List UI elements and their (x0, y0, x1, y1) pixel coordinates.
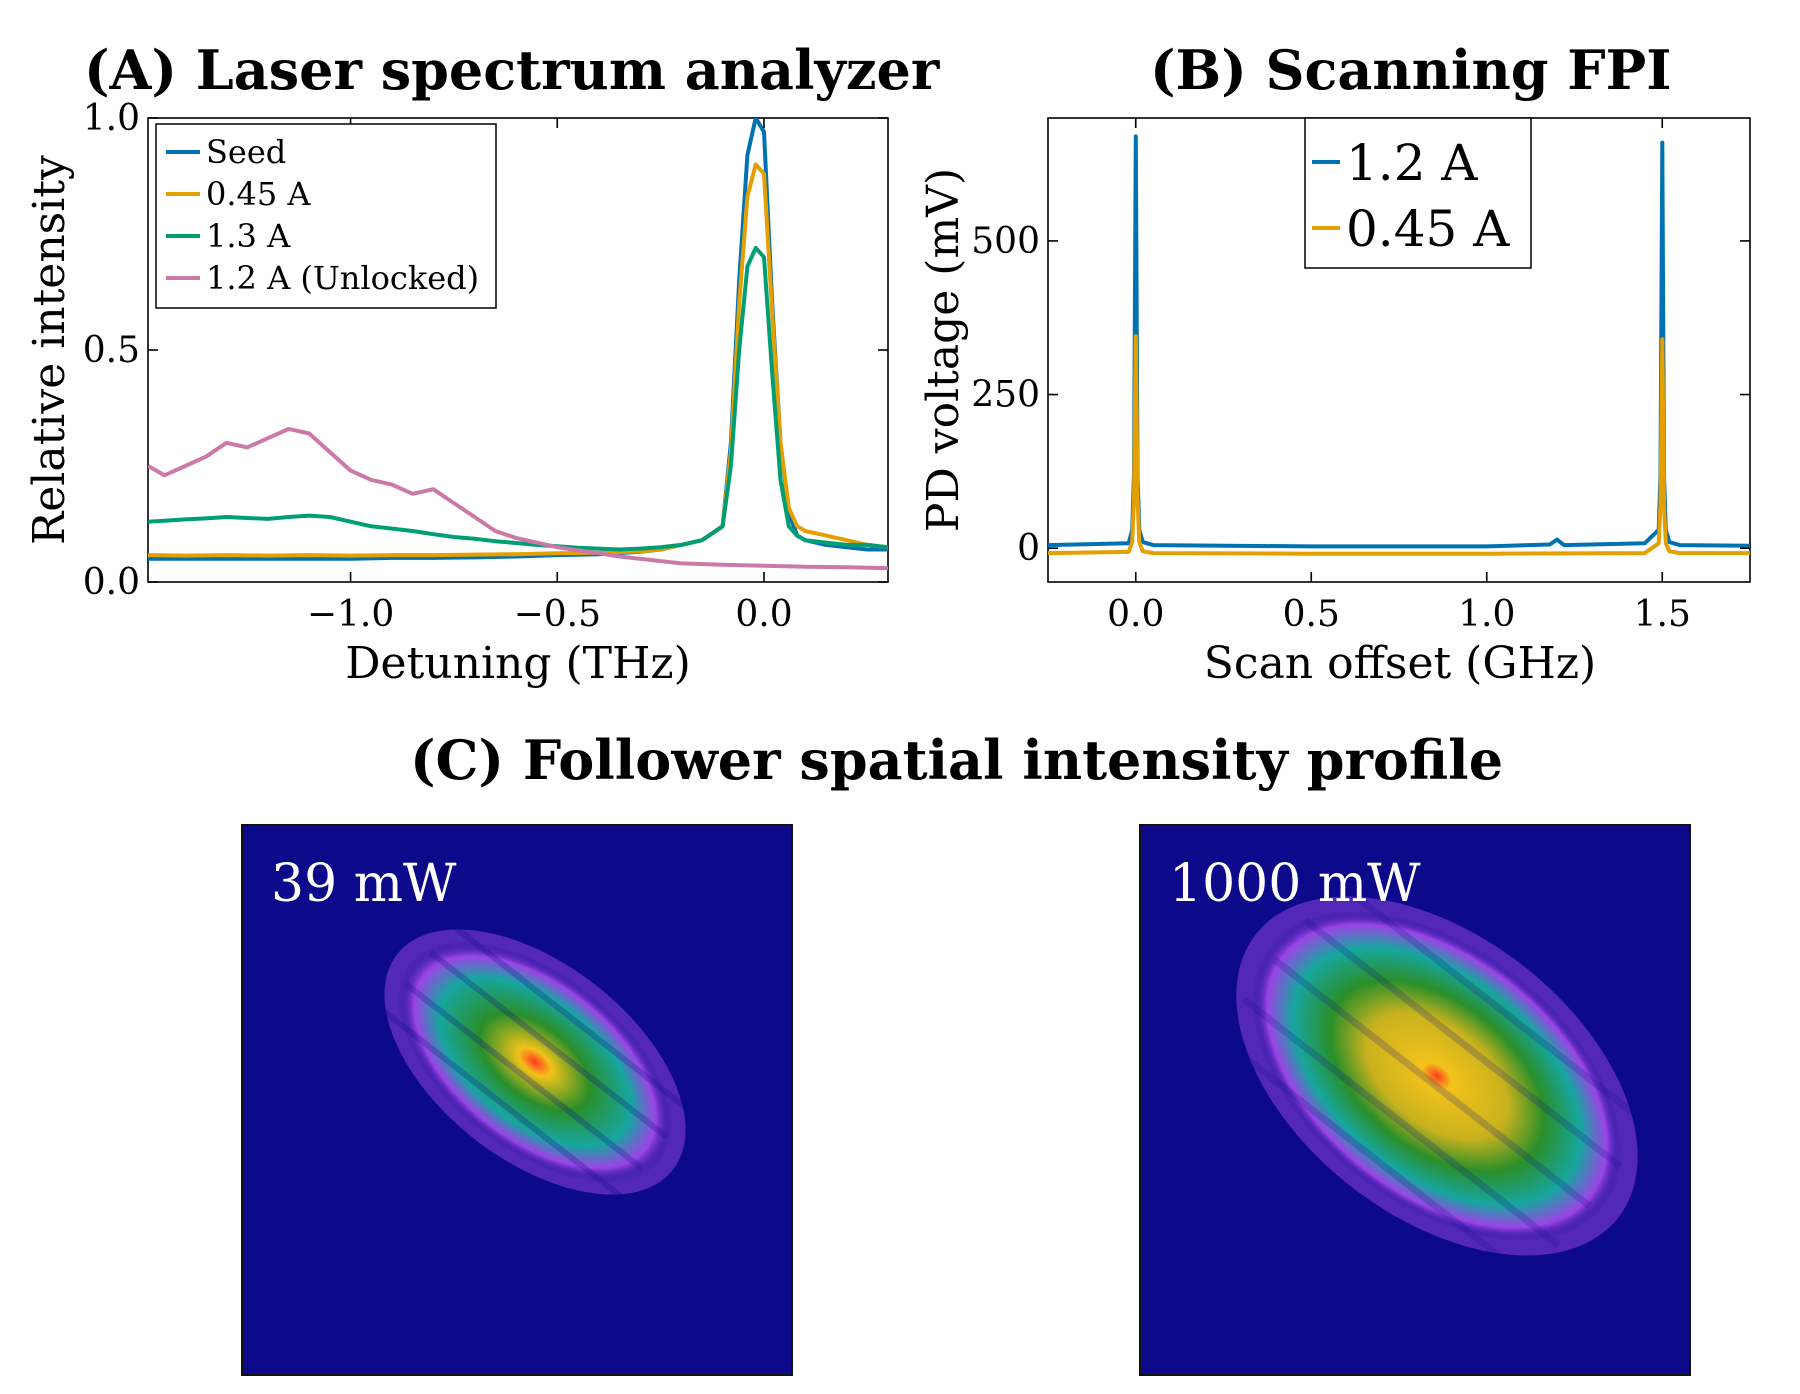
chart-a-ylabel: Relative intensity (24, 155, 75, 545)
beam-profile-1000mw: 1000 mW (1139, 824, 1691, 1376)
legend-b-label-12: 1.2 A (1346, 134, 1478, 192)
legend-a-label-045: 0.45 A (206, 175, 311, 213)
chart-a-series-line-2 (148, 245, 888, 552)
beam-profile-39mw: 39 mW (241, 824, 793, 1376)
legend-a-label-unlocked: 1.2 A (Unlocked) (206, 259, 479, 297)
chart-b-xtick-label: 0.5 (1283, 594, 1340, 635)
chart-b-xtick-label: 1.5 (1634, 594, 1691, 635)
chart-a-series-line-3 (148, 426, 888, 571)
beam-intensity-image-39mw (382, 922, 691, 1199)
legend-a-label-seed: Seed (206, 133, 286, 171)
chart-b-series-line-1 (1048, 334, 1750, 556)
chart-a-xlabel: Detuning (THz) (345, 638, 690, 689)
image-label-39mw: 39 mW (271, 854, 457, 914)
chart-b-ytick-label: 500 (971, 221, 1040, 262)
chart-b-ytick-label: 0 (1017, 528, 1040, 569)
chart-b-scanning-fpi: 0.0 0.5 1.0 1.5 0 250 500 Scan offset (GHz) PD… (918, 117, 1751, 689)
chart-a-ytick-label: 1.0 (83, 98, 140, 139)
chart-a-legend: Seed 0.45 A 1.3 A 1.2 A (Unlocked) (155, 123, 497, 309)
chart-a-ytick-label: 0.0 (83, 562, 140, 603)
panel-a-title: (A) Laser spectrum analyzer (84, 38, 940, 102)
chart-b-ylabel: PD voltage (mV) (918, 168, 969, 532)
chart-b-xlabel: Scan offset (GHz) (1204, 638, 1596, 689)
legend-a-label-13: 1.3 A (206, 217, 291, 255)
chart-a-xtick-label: 0.0 (735, 594, 792, 635)
chart-a-xtick-label: −0.5 (514, 594, 601, 635)
chart-b-legend: 1.2 A 0.45 A (1304, 117, 1532, 269)
beam-intensity-image-1000mw (1213, 878, 1654, 1284)
chart-b-xtick-label: 0.0 (1107, 594, 1164, 635)
chart-b-ytick-label: 250 (971, 375, 1040, 416)
panel-b-title: (B) Scanning FPI (1150, 38, 1672, 102)
panel-c-title: (C) Follower spatial intensity profile (410, 728, 1504, 792)
chart-b-xtick-label: 1.0 (1458, 594, 1515, 635)
chart-a-xtick-label: −1.0 (307, 594, 394, 635)
legend-b-label-045: 0.45 A (1346, 200, 1510, 258)
chart-a-laser-spectrum: −1.0 −0.5 0.0 0.0 0.5 1.0 Detuning (THz) Rela… (24, 98, 889, 689)
chart-a-ytick-label: 0.5 (83, 330, 140, 371)
image-label-1000mw: 1000 mW (1169, 854, 1421, 914)
